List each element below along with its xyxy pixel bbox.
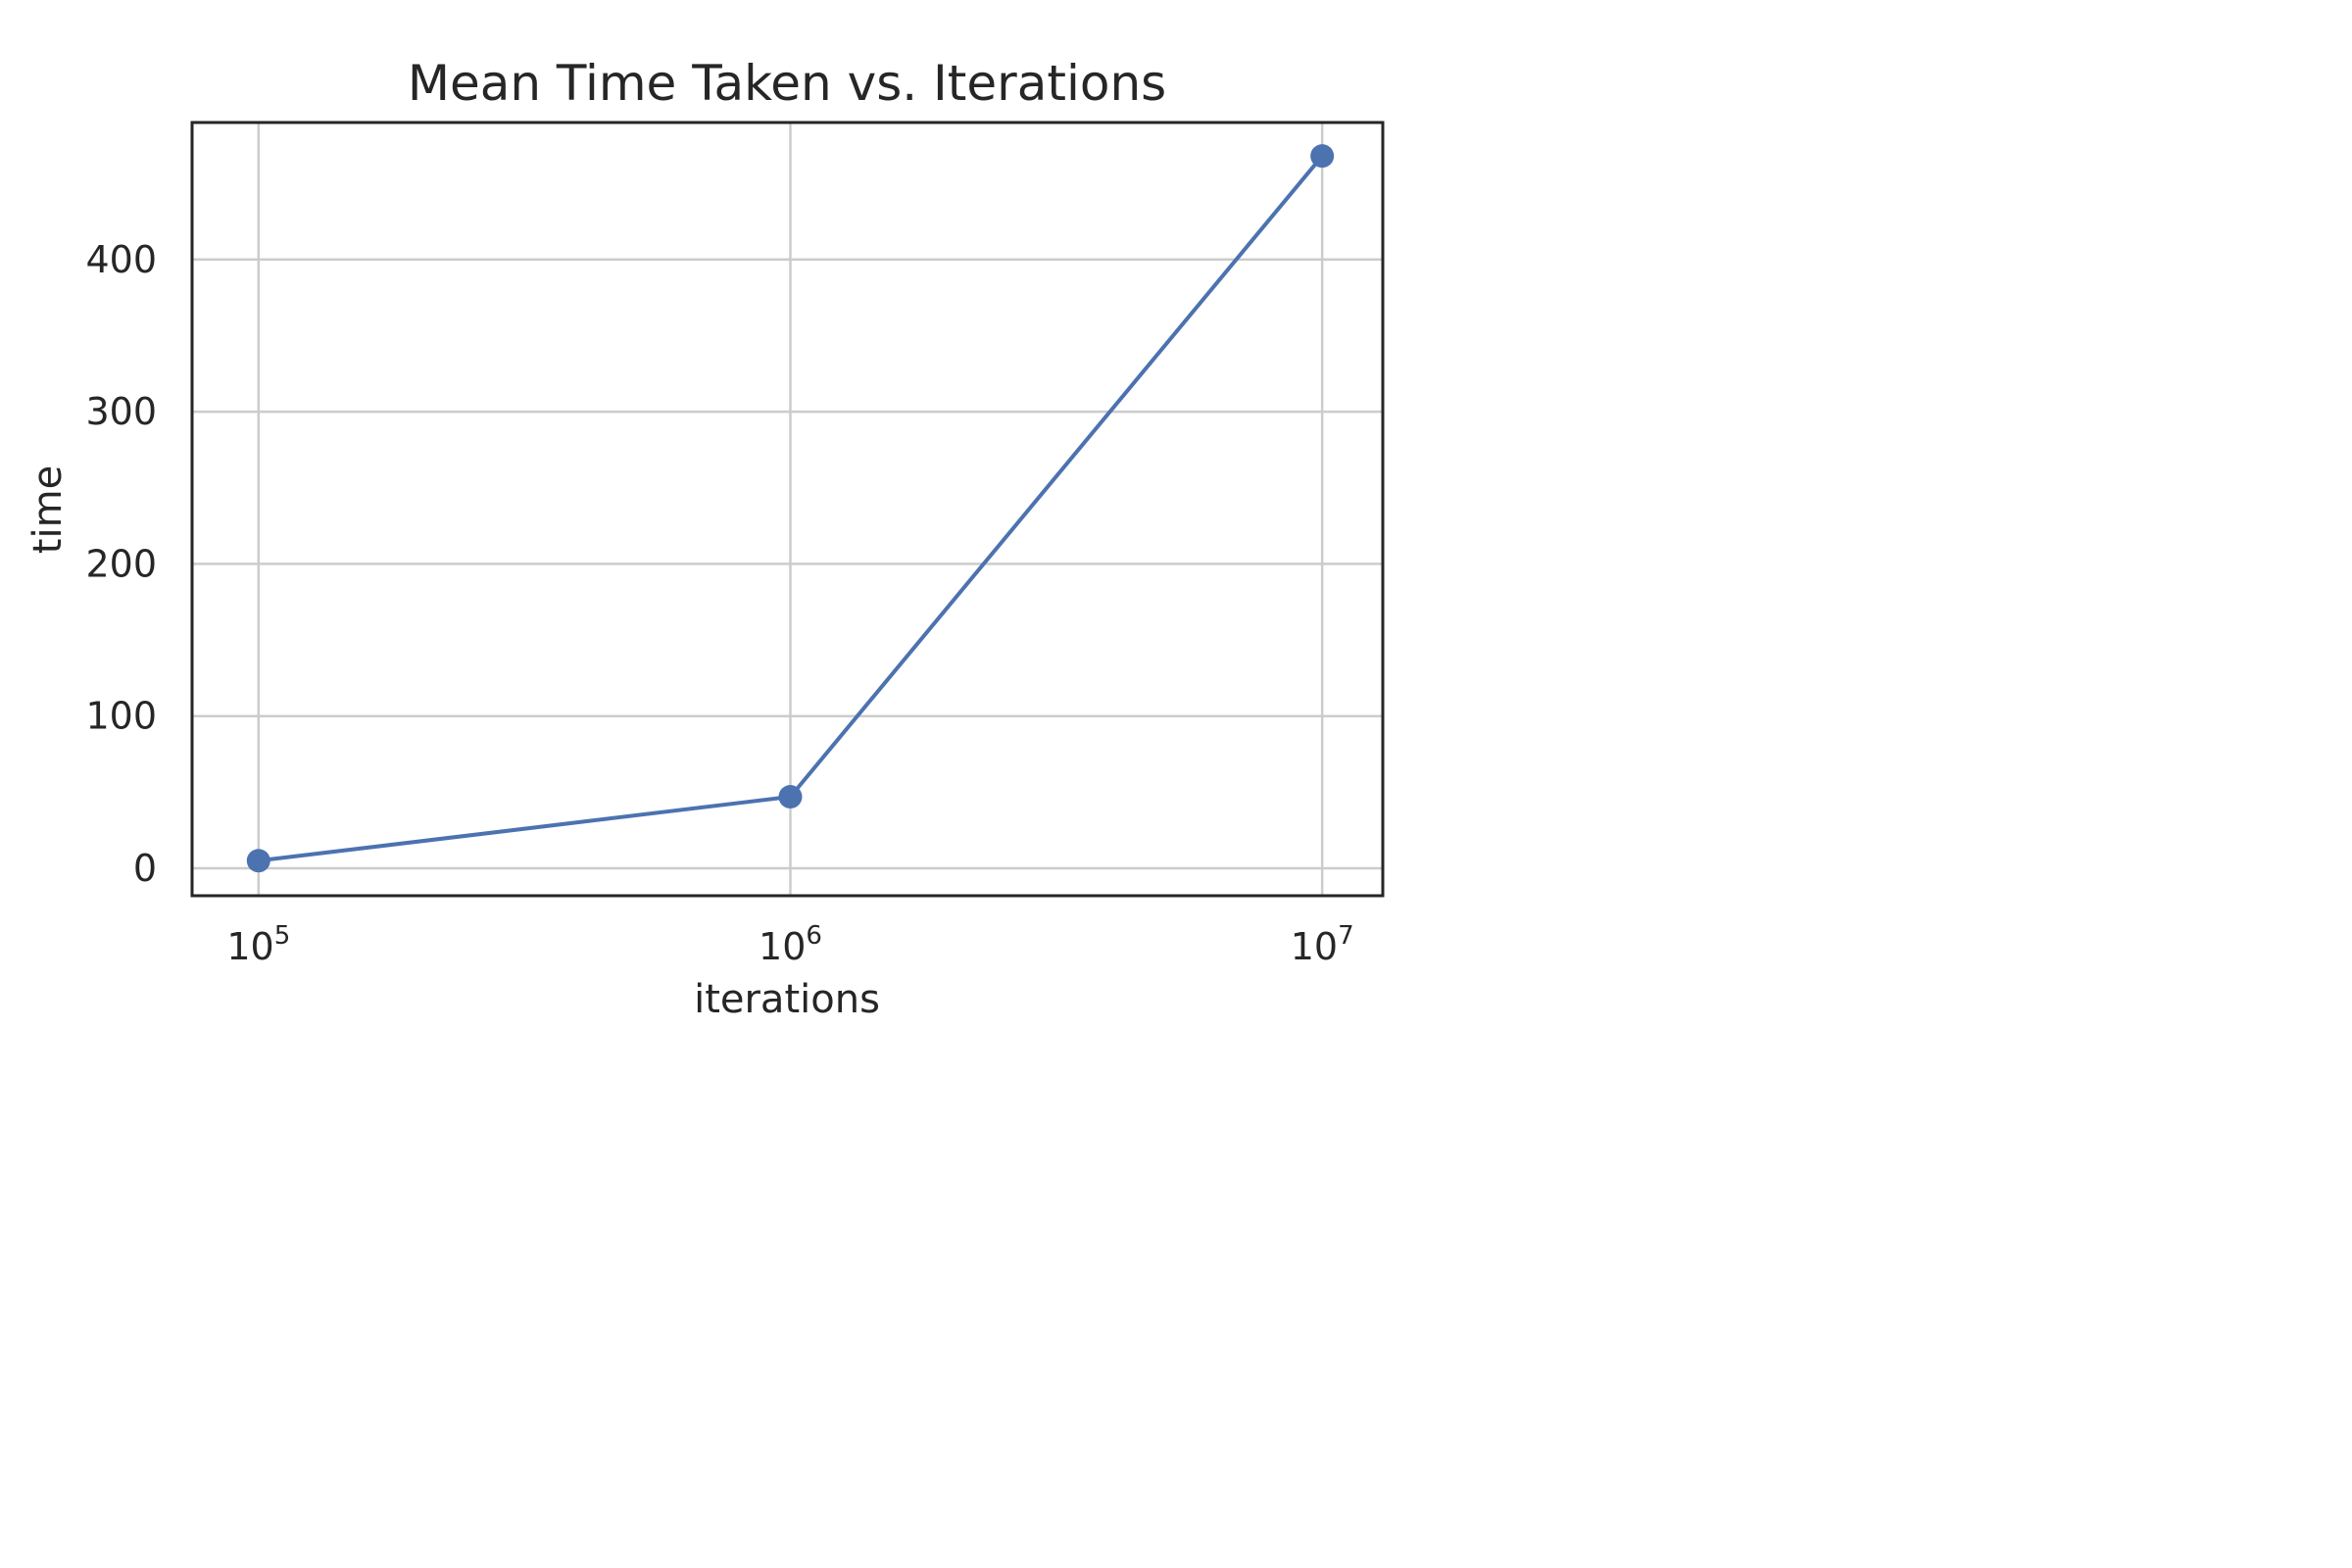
y-tick-labels: 0 100 200 300 400 (85, 238, 157, 890)
y-tick-label-1: 100 (85, 695, 157, 738)
data-point-0-2 (1310, 144, 1335, 169)
series-layer (246, 144, 1335, 873)
plot-frame (190, 121, 1385, 898)
x-tick-label-1: 106 (759, 921, 822, 968)
data-point-0-0 (246, 849, 270, 873)
x-tick-label-2: 107 (1291, 921, 1354, 968)
chart-container: Mean Time Taken vs. Iterations 105 106 107… (0, 0, 1529, 1022)
x-tick-labels: 105 106 107 (226, 921, 1353, 968)
y-tick-label-0: 0 (133, 847, 157, 890)
data-point-0-1 (778, 785, 803, 809)
x-axis-label: iterations (694, 977, 880, 1019)
y-tick-label-4: 400 (85, 238, 157, 281)
y-tick-label-2: 200 (85, 542, 157, 585)
x-tick-label-0: 105 (226, 921, 290, 968)
chart-title: Mean Time Taken vs. Iterations (408, 55, 1166, 112)
chart-svg: Mean Time Taken vs. Iterations 105 106 107… (25, 55, 1385, 1022)
y-axis-label: time (25, 466, 71, 554)
y-tick-label-3: 300 (85, 390, 157, 433)
grid-layer (192, 122, 1383, 896)
